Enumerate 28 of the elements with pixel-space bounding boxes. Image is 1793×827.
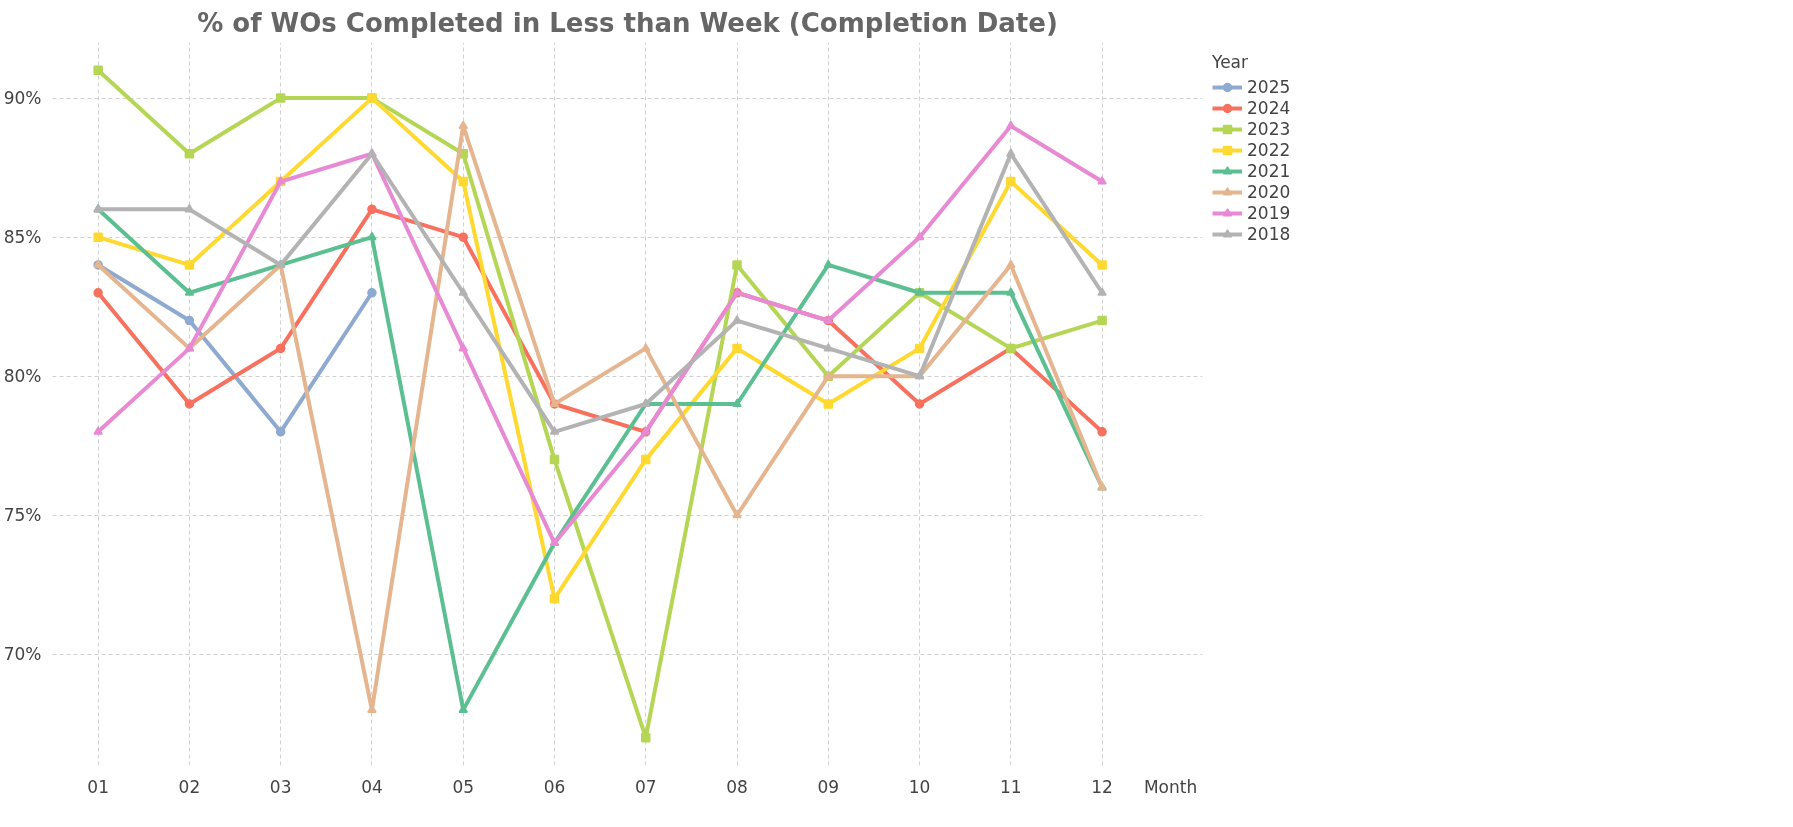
legend-label: 2018	[1247, 224, 1291, 244]
y-tick-label: 75%	[3, 505, 42, 526]
x-tick-label: 03	[269, 776, 292, 797]
x-tick-label: 08	[726, 776, 748, 797]
x-tick-label: 04	[361, 776, 383, 797]
legend-label: 2022	[1247, 140, 1291, 160]
legend-label: 2020	[1247, 182, 1291, 202]
x-tick-label: 06	[543, 776, 566, 797]
chart-title: % of WOs Completed in Less than Week (Completion Date)	[197, 7, 1058, 38]
legend-label: 2024	[1247, 98, 1291, 118]
y-tick-label: 85%	[3, 227, 42, 248]
x-tick-label: 01	[87, 776, 109, 797]
x-tick-label: 12	[1091, 776, 1113, 797]
x-axis-title: Month	[1143, 776, 1198, 797]
x-tick-label: 10	[908, 776, 931, 797]
legend-label: 2019	[1247, 203, 1291, 223]
y-tick-label: 90%	[3, 88, 42, 109]
legend-title: Year	[1212, 52, 1249, 72]
x-tick-label: 09	[817, 776, 840, 797]
y-tick-label: 70%	[3, 644, 42, 665]
legend-label: 2023	[1247, 119, 1291, 139]
x-tick-label: 07	[634, 776, 657, 797]
x-tick-label: 02	[178, 776, 201, 797]
x-tick-label: 11	[1000, 776, 1022, 797]
legend-label: 2025	[1247, 77, 1291, 97]
x-tick-label: 05	[452, 776, 475, 797]
legend-label: 2021	[1247, 161, 1291, 181]
y-tick-label: 80%	[3, 366, 42, 387]
